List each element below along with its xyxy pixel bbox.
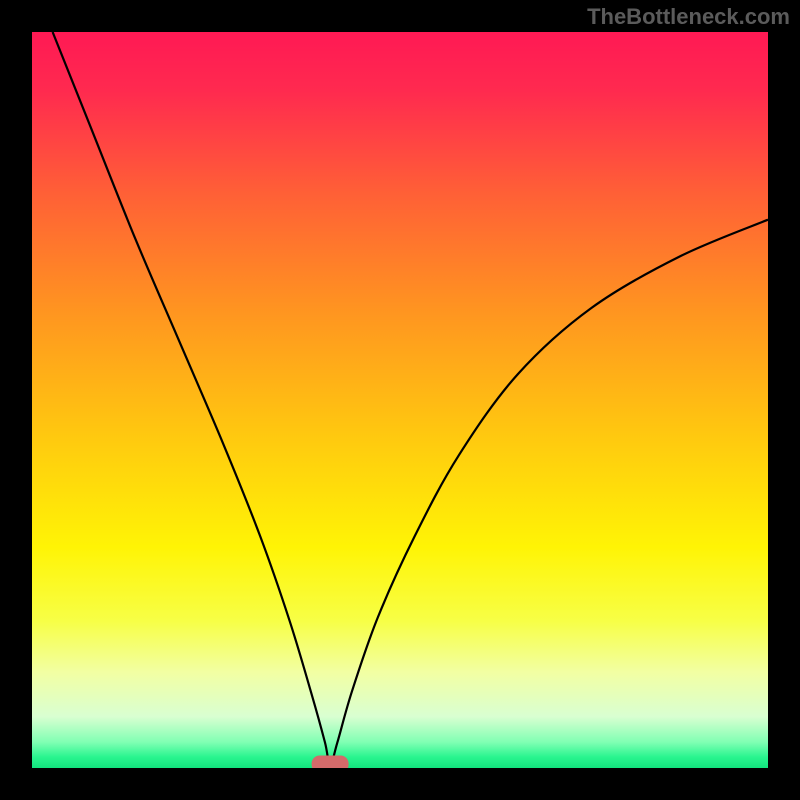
vertex-marker (312, 755, 349, 768)
plot-area (32, 32, 768, 768)
bottleneck-curve (32, 32, 768, 768)
watermark-text: TheBottleneck.com (587, 4, 790, 30)
curve-path (53, 32, 768, 765)
